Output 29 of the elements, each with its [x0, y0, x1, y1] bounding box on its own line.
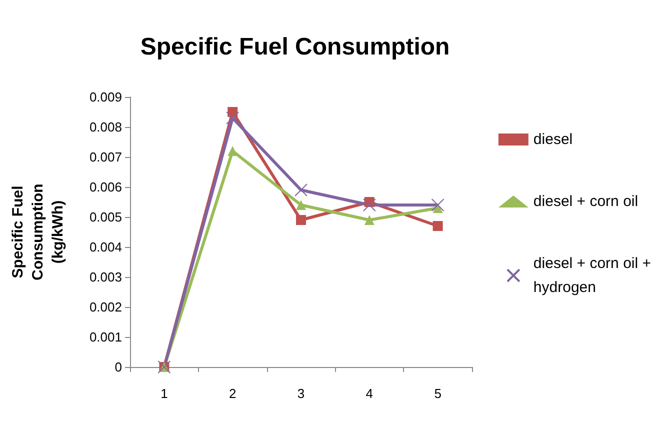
- y-tick-label: 0.002: [89, 300, 122, 314]
- y-tick-label: 0.004: [89, 240, 122, 254]
- y-tick-label: 0.006: [89, 180, 122, 194]
- point: [432, 221, 443, 231]
- x-tick-label: 4: [366, 386, 374, 401]
- legend-label: diesel: [533, 131, 573, 148]
- x-tick-label: 3: [297, 386, 305, 401]
- point: [296, 215, 306, 225]
- point: [226, 112, 240, 124]
- y-tick-label: 0.005: [89, 210, 122, 224]
- legend-label: diesel + corn oil: [533, 193, 638, 210]
- point: [296, 200, 306, 210]
- x-tick-label: 2: [228, 386, 236, 401]
- x-tick-label: 5: [434, 386, 442, 401]
- legend-label: diesel + corn oil + hydrogen: [533, 255, 652, 296]
- y-tick-label: 0.007: [89, 150, 122, 164]
- point: [294, 184, 308, 196]
- point: [362, 198, 376, 212]
- y-tick-label: 0.009: [89, 90, 122, 104]
- y-tick-label: 0.001: [89, 330, 122, 344]
- point: [431, 198, 444, 212]
- y-tick-label: 0.003: [89, 270, 122, 284]
- point: [228, 146, 238, 156]
- chart-title: Specific Fuel Consumption: [140, 34, 450, 60]
- point: [364, 215, 374, 225]
- y-tick-label: 0.008: [89, 120, 122, 134]
- y-tick-label: 0: [114, 360, 122, 374]
- y-axis-title: Specific Fuel Consumption (kg/kWh): [10, 184, 66, 280]
- x-tick-label: 1: [160, 386, 168, 401]
